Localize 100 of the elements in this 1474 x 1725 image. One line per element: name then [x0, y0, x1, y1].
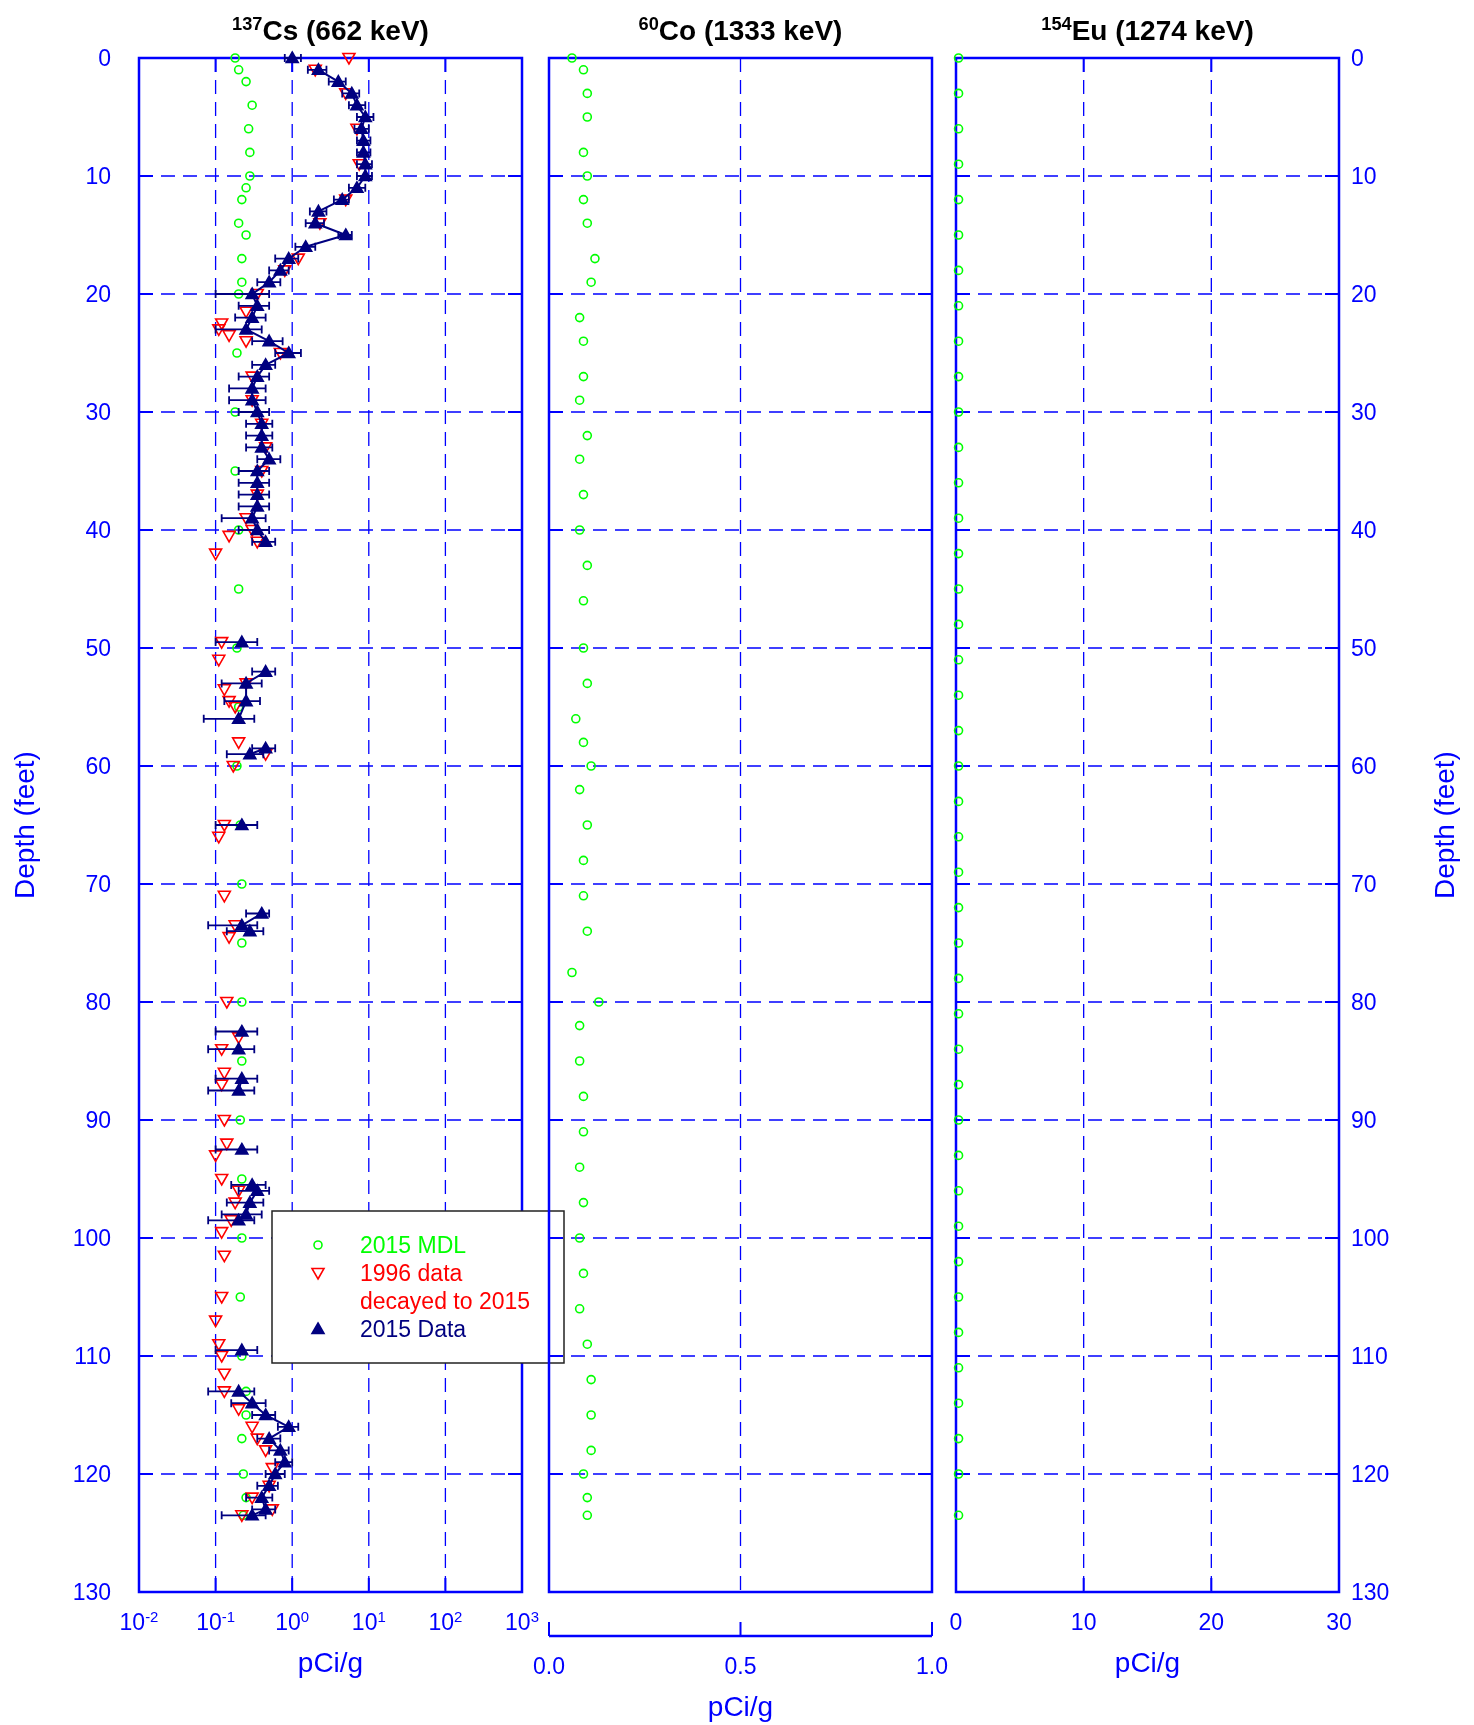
point	[582, 88, 593, 99]
point	[567, 967, 577, 978]
point	[578, 1469, 589, 1479]
y-tick-label: 60	[85, 753, 111, 779]
y2-tick-label: 80	[1351, 989, 1377, 1015]
point	[574, 312, 585, 323]
y2-tick-label: 90	[1351, 1107, 1377, 1133]
point	[582, 678, 593, 689]
point	[953, 88, 964, 99]
point	[953, 1510, 964, 1521]
point	[590, 253, 600, 264]
legend-label: 2015 Data	[360, 1316, 467, 1342]
y-tick-label: 50	[85, 635, 111, 661]
x-tick-label: 10$^{2}$	[428, 1607, 463, 1635]
point	[953, 1150, 964, 1161]
y2-tick-label: 20	[1351, 281, 1377, 307]
point	[578, 855, 589, 866]
point	[586, 761, 596, 771]
y-tick-label: 30	[85, 399, 111, 425]
x-tick-label: 0.0	[533, 1653, 565, 1679]
y2-tick-label: 30	[1351, 399, 1377, 425]
point	[578, 371, 589, 382]
x-tick-label: 10$^{-2}$	[119, 1607, 159, 1635]
point	[953, 938, 964, 948]
y-tick-label: 120	[72, 1461, 111, 1487]
legend-label: 2015 MDL	[360, 1232, 467, 1258]
x-axis-title: pCi/g	[297, 1647, 364, 1678]
point	[574, 525, 585, 535]
point	[582, 171, 593, 181]
point	[586, 1445, 596, 1456]
point	[953, 124, 964, 134]
point	[953, 1256, 964, 1267]
y2-axis-title: Depth (feet)	[1429, 751, 1460, 899]
point	[953, 301, 964, 311]
point	[953, 867, 964, 877]
y2-tick-label: 0	[1351, 45, 1364, 71]
y2-tick-label: 40	[1351, 517, 1377, 543]
point	[953, 655, 964, 665]
point	[578, 596, 589, 606]
point	[574, 395, 585, 405]
point	[582, 430, 593, 441]
y2-tick-label: 10	[1351, 163, 1377, 189]
point	[953, 1292, 964, 1302]
point	[571, 714, 581, 724]
point	[953, 1327, 964, 1338]
point	[953, 1009, 964, 1019]
point	[582, 1510, 593, 1521]
point	[953, 1433, 964, 1444]
x-tick-label: 10$^{3}$	[505, 1607, 539, 1635]
point	[586, 1410, 596, 1420]
point	[953, 194, 964, 205]
chart-title: $^{137}$Cs (662 keV)	[232, 14, 429, 46]
x-axis-title: pCi/g	[1114, 1647, 1181, 1678]
y-tick-label: 20	[85, 281, 111, 307]
chart-title: $^{60}$Co (1333 keV)	[638, 14, 843, 46]
x-tick-label: 1.0	[916, 1653, 948, 1679]
point	[953, 761, 964, 771]
point	[574, 1056, 585, 1066]
point	[953, 973, 964, 984]
point	[953, 1221, 964, 1231]
point	[953, 159, 964, 169]
y-tick-label: 100	[72, 1225, 111, 1251]
point	[953, 513, 964, 523]
y2-tick-label: 60	[1351, 753, 1377, 779]
point	[953, 230, 964, 240]
point	[582, 112, 593, 122]
x-tick-label: 20	[1198, 1609, 1225, 1635]
y2-tick-label: 110	[1351, 1343, 1388, 1369]
point	[574, 1162, 585, 1172]
point	[586, 1374, 596, 1385]
chart-title: $^{154}$Eu (1274 keV)	[1041, 14, 1254, 46]
x-tick-label: 10$^{1}$	[351, 1607, 386, 1635]
point	[574, 1233, 585, 1243]
y-tick-label: 70	[85, 871, 111, 897]
point	[593, 997, 604, 1007]
x-tick-label: 10$^{0}$	[275, 1607, 310, 1635]
point	[953, 690, 964, 700]
x-tick-label: 0.5	[724, 1653, 757, 1679]
point	[953, 725, 964, 736]
point	[578, 194, 589, 205]
point	[582, 218, 593, 228]
y-tick-label: 0	[98, 45, 111, 71]
point	[578, 489, 589, 500]
point	[578, 1197, 589, 1208]
point	[574, 454, 585, 464]
x-tick-label: 10$^{-1}$	[196, 1607, 236, 1635]
point	[953, 902, 964, 913]
point	[953, 832, 964, 842]
point	[574, 784, 585, 795]
point	[953, 407, 964, 417]
point	[582, 560, 593, 571]
point	[582, 1339, 593, 1349]
point	[953, 796, 964, 807]
point	[567, 53, 577, 63]
x-tick-label: 30	[1326, 1609, 1352, 1635]
point	[953, 584, 964, 594]
y2-tick-label: 130	[1351, 1579, 1390, 1605]
y-tick-label: 110	[74, 1343, 111, 1369]
x-tick-label: 0	[949, 1609, 963, 1635]
y2-tick-label: 50	[1351, 635, 1377, 661]
